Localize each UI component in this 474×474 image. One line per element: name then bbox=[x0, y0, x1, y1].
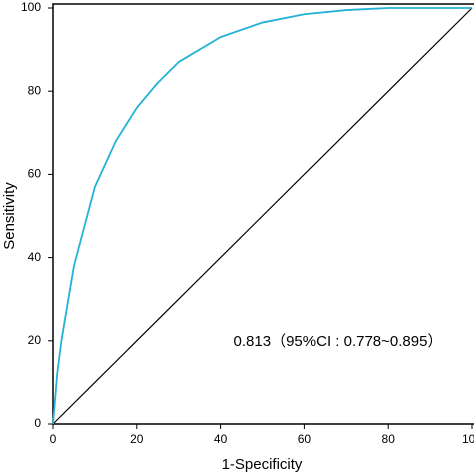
y-tick-label: 0 bbox=[34, 416, 41, 430]
x-tick-label: 20 bbox=[130, 432, 144, 446]
y-tick-label: 20 bbox=[28, 333, 42, 347]
x-axis-label: 1-Specificity bbox=[222, 456, 303, 473]
x-tick-label: 60 bbox=[298, 432, 312, 446]
roc-curve bbox=[52, 7, 472, 425]
y-tick-label: 80 bbox=[28, 83, 42, 97]
x-tick-label: 80 bbox=[382, 432, 396, 446]
plot-frame bbox=[52, 3, 474, 425]
y-tick-label: 100 bbox=[21, 0, 41, 14]
y-axis-label: Sensitivity bbox=[1, 182, 18, 250]
x-tick-label: 0 bbox=[50, 432, 57, 446]
x-tick-label: 100 bbox=[462, 432, 474, 446]
y-tick-label: 60 bbox=[28, 167, 42, 181]
reference-line bbox=[52, 7, 473, 425]
x-tick-label: 40 bbox=[214, 432, 228, 446]
y-tick-label: 40 bbox=[28, 250, 42, 264]
annotation: 0.813（95%CI : 0.778~0.895） bbox=[234, 333, 443, 350]
